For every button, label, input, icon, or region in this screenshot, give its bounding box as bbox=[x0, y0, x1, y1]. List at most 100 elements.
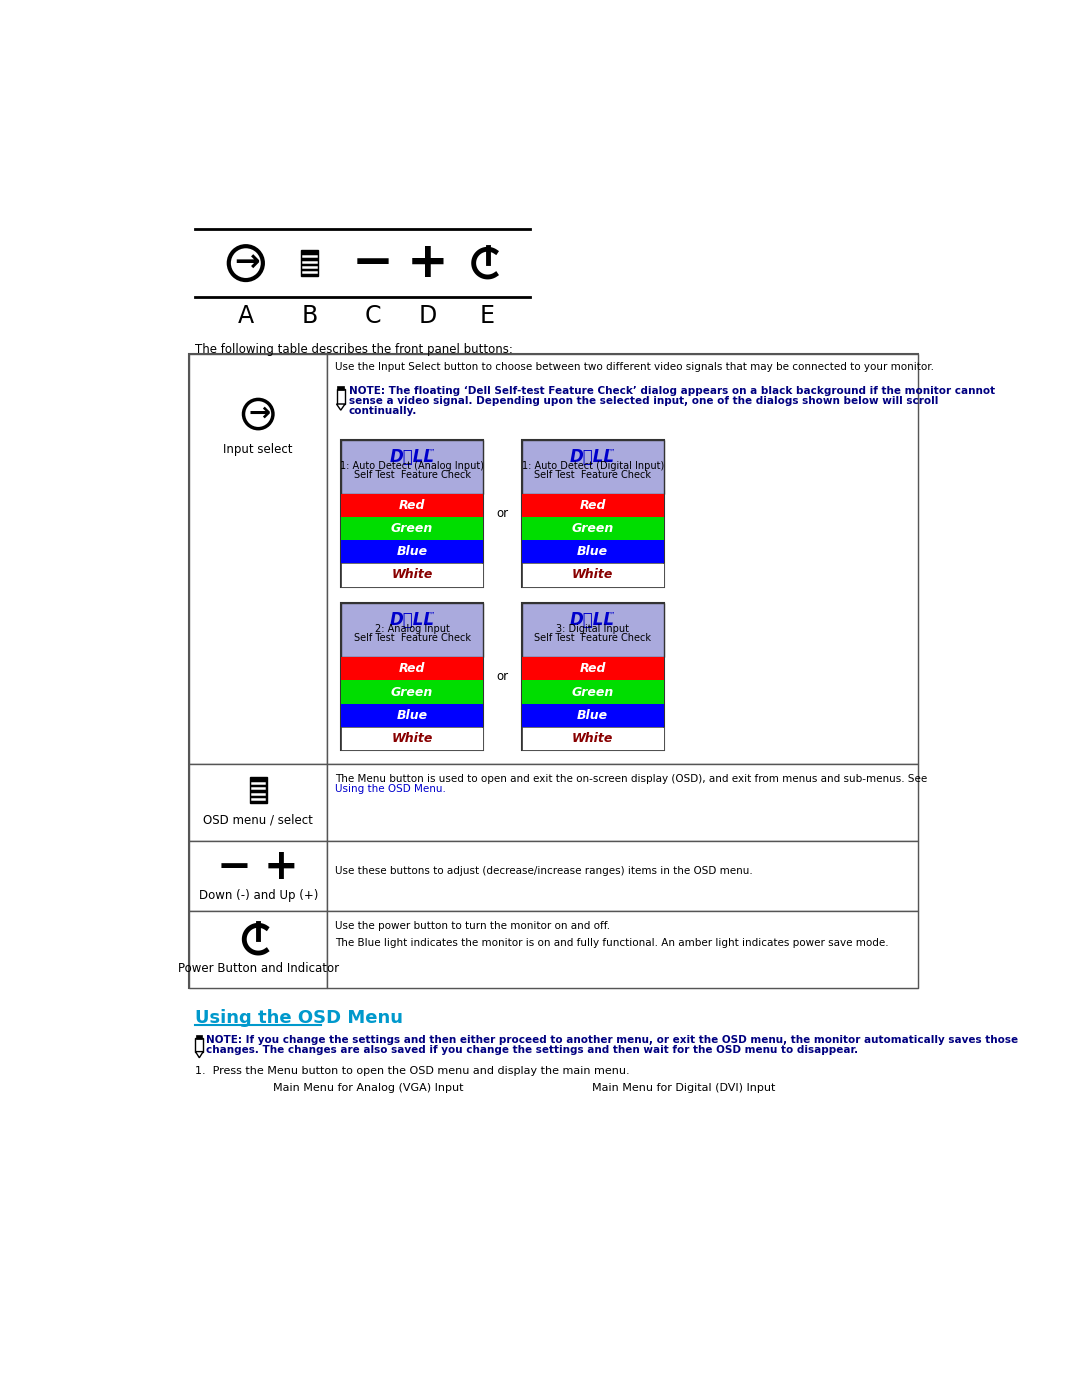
Bar bbox=[327, 911, 918, 988]
Bar bbox=[341, 658, 483, 680]
Text: White: White bbox=[572, 732, 613, 745]
Bar bbox=[522, 440, 663, 495]
Text: −: − bbox=[352, 239, 394, 288]
Bar bbox=[522, 604, 663, 750]
Bar bbox=[249, 777, 267, 803]
Text: B: B bbox=[301, 305, 318, 328]
Bar bbox=[341, 563, 483, 587]
Text: NOTE: If you change the settings and then either proceed to another menu, or exi: NOTE: If you change the settings and the… bbox=[206, 1035, 1018, 1045]
Text: DⓔLL: DⓔLL bbox=[390, 610, 434, 629]
Text: Green: Green bbox=[391, 686, 433, 698]
Bar bbox=[327, 764, 918, 841]
Text: 1: Auto Detect (Digital Input): 1: Auto Detect (Digital Input) bbox=[522, 461, 664, 471]
Text: Red: Red bbox=[579, 499, 606, 513]
Bar bbox=[301, 250, 318, 277]
Bar bbox=[327, 841, 918, 911]
Text: Self Test  Feature Check: Self Test Feature Check bbox=[535, 471, 651, 481]
Text: Main Menu for Analog (VGA) Input: Main Menu for Analog (VGA) Input bbox=[273, 1083, 463, 1094]
Polygon shape bbox=[195, 1052, 203, 1058]
Bar bbox=[337, 388, 345, 404]
Text: A: A bbox=[238, 305, 254, 328]
Text: sense a video signal. Depending upon the selected input, one of the dialogs show: sense a video signal. Depending upon the… bbox=[349, 397, 939, 407]
Text: Using the OSD Menu: Using the OSD Menu bbox=[195, 1009, 404, 1027]
Text: Blue: Blue bbox=[396, 708, 428, 722]
Bar bbox=[522, 495, 663, 517]
Bar bbox=[337, 387, 345, 390]
Bar bbox=[341, 517, 483, 541]
Text: Down (-) and Up (+): Down (-) and Up (+) bbox=[199, 888, 318, 902]
Text: DⓔLL: DⓔLL bbox=[570, 610, 616, 629]
Bar bbox=[341, 604, 483, 658]
Text: Green: Green bbox=[571, 686, 613, 698]
Bar bbox=[189, 353, 918, 988]
Text: 3: Digital Input: 3: Digital Input bbox=[556, 624, 630, 634]
Bar bbox=[195, 1038, 203, 1052]
Polygon shape bbox=[337, 404, 345, 411]
Text: Blue: Blue bbox=[577, 708, 608, 722]
Text: OSD menu / select: OSD menu / select bbox=[203, 813, 313, 827]
Text: The Blue light indicates the monitor is on and fully functional. An amber light : The Blue light indicates the monitor is … bbox=[335, 937, 889, 947]
Bar bbox=[341, 440, 483, 495]
Bar bbox=[327, 353, 918, 764]
Text: E: E bbox=[481, 305, 495, 328]
Bar bbox=[522, 517, 663, 541]
Text: The following table describes the front panel buttons:: The following table describes the front … bbox=[195, 344, 513, 356]
Text: Self Test  Feature Check: Self Test Feature Check bbox=[353, 633, 471, 644]
Text: Power Button and Indicator: Power Button and Indicator bbox=[178, 961, 339, 975]
Text: Input select: Input select bbox=[224, 443, 293, 455]
Text: ™: ™ bbox=[608, 610, 616, 620]
Text: +: + bbox=[407, 239, 449, 288]
Text: Red: Red bbox=[399, 662, 426, 675]
Text: Green: Green bbox=[571, 522, 613, 535]
Bar bbox=[197, 1035, 202, 1039]
Text: Blue: Blue bbox=[396, 545, 428, 559]
Bar bbox=[341, 495, 483, 517]
Bar bbox=[189, 764, 327, 841]
Bar bbox=[522, 658, 663, 680]
Bar bbox=[341, 440, 483, 587]
Bar bbox=[522, 563, 663, 587]
Text: DⓔLL: DⓔLL bbox=[390, 448, 434, 467]
Bar bbox=[522, 680, 663, 704]
Text: changes. The changes are also saved if you change the settings and then wait for: changes. The changes are also saved if y… bbox=[206, 1045, 859, 1056]
Text: +: + bbox=[264, 845, 298, 888]
Text: 2: Analog Input: 2: Analog Input bbox=[375, 624, 449, 634]
Text: Self Test  Feature Check: Self Test Feature Check bbox=[353, 471, 471, 481]
Text: NOTE: The floating ‘Dell Self-test Feature Check’ dialog appears on a black back: NOTE: The floating ‘Dell Self-test Featu… bbox=[349, 387, 995, 397]
Bar bbox=[522, 704, 663, 726]
Text: ™: ™ bbox=[428, 448, 435, 457]
Text: The Menu button is used to open and exit the on-screen display (OSD), and exit f: The Menu button is used to open and exit… bbox=[335, 774, 928, 784]
Text: continually.: continually. bbox=[349, 407, 417, 416]
Text: Blue: Blue bbox=[577, 545, 608, 559]
Bar bbox=[522, 541, 663, 563]
Bar bbox=[189, 841, 327, 911]
Text: Red: Red bbox=[399, 499, 426, 513]
Bar bbox=[189, 911, 327, 988]
Text: White: White bbox=[391, 732, 433, 745]
Text: White: White bbox=[572, 569, 613, 581]
Text: Self Test  Feature Check: Self Test Feature Check bbox=[535, 633, 651, 644]
Bar bbox=[341, 704, 483, 726]
Bar bbox=[341, 726, 483, 750]
Text: or: or bbox=[497, 671, 509, 683]
Text: Use the power button to turn the monitor on and off.: Use the power button to turn the monitor… bbox=[335, 921, 610, 930]
Text: D: D bbox=[419, 305, 437, 328]
Text: ™: ™ bbox=[428, 610, 435, 620]
Text: −: − bbox=[217, 845, 252, 888]
Text: ™: ™ bbox=[608, 448, 616, 457]
Text: →: → bbox=[248, 401, 271, 427]
Bar bbox=[522, 440, 663, 587]
Text: Use these buttons to adjust (decrease/increase ranges) items in the OSD menu.: Use these buttons to adjust (decrease/in… bbox=[335, 866, 753, 876]
Text: Red: Red bbox=[579, 662, 606, 675]
Text: →: → bbox=[234, 249, 260, 278]
Text: 1.  Press the Menu button to open the OSD menu and display the main menu.: 1. Press the Menu button to open the OSD… bbox=[195, 1066, 630, 1076]
Bar bbox=[341, 680, 483, 704]
Bar bbox=[189, 353, 327, 764]
Text: Green: Green bbox=[391, 522, 433, 535]
Text: Use the Input Select button to choose between two different video signals that m: Use the Input Select button to choose be… bbox=[335, 362, 934, 372]
Bar bbox=[522, 726, 663, 750]
Text: or: or bbox=[497, 507, 509, 520]
Bar bbox=[341, 541, 483, 563]
Bar bbox=[341, 604, 483, 750]
Text: White: White bbox=[391, 569, 433, 581]
